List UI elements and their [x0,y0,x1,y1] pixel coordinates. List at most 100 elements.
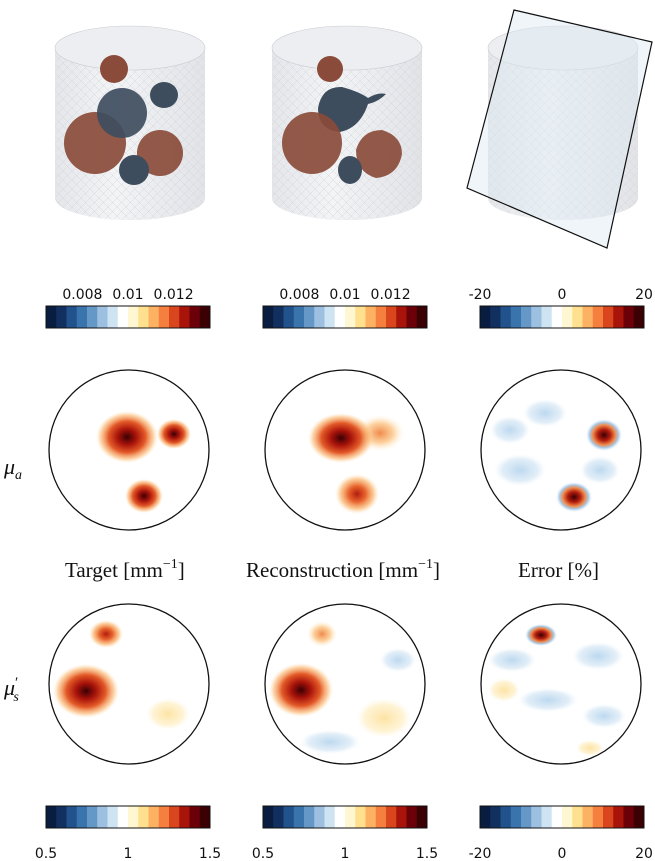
svg-text:Reconstruction [mm−1]: Reconstruction [mm−1] [246,557,440,582]
heat-blob [380,648,416,672]
colorbar-swatch [613,306,624,328]
colorbar-swatch [304,806,315,828]
colorbar-tick-label: 0.012 [371,287,411,303]
colorbar-swatch [199,306,211,328]
colorbar-swatch [531,806,542,828]
colorbar-swatch [263,306,274,328]
colorbar-tick-label: 20 [635,287,653,303]
colorbar-swatch [396,806,407,828]
colorbar-swatch [107,806,119,828]
colorbar-swatch [345,806,356,828]
colorbar-swatch [572,306,583,328]
heat-blob [580,456,620,484]
colorbar-tick-label: -20 [469,287,492,303]
heat-blob [157,419,191,449]
colorbar-tick-label: 0.5 [252,846,274,861]
colorbar-swatch [386,306,397,328]
column-title-error: Error [%] [518,558,599,582]
colorbar-swatch [273,306,284,328]
colorbar-swatch [87,806,98,828]
colorbar-swatch [365,306,377,328]
colorbar-swatch [314,306,325,328]
colorbar-swatch [293,306,305,328]
bottom-colorbars: 0.5 1 1.5 0.5 1 1.5 -20 0 20 [35,805,653,861]
inclusion-blob [150,82,178,108]
colorbar-swatch [117,806,129,828]
colorbar-swatch [107,306,119,328]
colorbar-swatch [334,306,346,328]
row-label-scattering: μ′ s [3,675,19,705]
heat-blob [488,678,520,702]
heat-blob [582,704,626,728]
colorbar-frame [479,305,645,329]
heat-blob [308,413,374,463]
colorbar-swatch [603,306,614,328]
colorbar-swatch [582,806,594,828]
colorbar-tick-label: 1 [124,846,133,861]
colorbar-swatch [87,306,98,328]
colorbar-swatch [500,306,512,328]
colorbar-swatch [562,806,573,828]
heat-blob [356,698,412,738]
colorbar-swatch [334,806,346,828]
colorbar-tick-label: 20 [635,846,653,861]
cylinder-target [54,25,206,220]
colorbar-swatch [56,306,67,328]
heat-blob [96,411,158,463]
column-title-target: Target [mm−1] [65,557,185,582]
colorbar-swatch [613,806,624,828]
colorbar-swatch [521,806,532,828]
colorbar-tick-label: 0 [558,846,567,861]
svg-text:μ′s: μ′ s [3,675,19,705]
inclusion-blob [97,88,147,138]
colorbar-swatch [480,806,491,828]
colorbar-swatch [97,306,108,328]
colorbar-swatch [263,806,274,828]
bottom-colorbar: -20 0 20 [469,805,653,861]
row-label-subscript: s [13,690,19,705]
colorbar-swatch [324,806,336,828]
colorbar-swatch [623,806,635,828]
colorbar-swatch [304,306,315,328]
colorbar-swatch [551,306,563,328]
heat-blob [89,620,123,648]
colorbar-swatch [490,806,501,828]
colorbar-swatch [283,806,295,828]
colorbar-swatch [56,806,67,828]
colorbar-swatch [592,306,604,328]
colorbar-swatch [273,806,284,828]
colorbar-swatch [46,806,57,828]
svg-text:Error [%]: Error [%] [518,558,599,582]
colorbar-frame [45,805,211,829]
heat-blob [490,416,530,444]
colorbar-tick-label: 1.5 [416,846,438,861]
colorbar-frame [262,805,428,829]
colorbar-swatch [592,806,604,828]
colorbar-swatch [396,306,407,328]
colorbar-swatch [562,306,573,328]
inclusion-blob [317,56,343,82]
colorbar-tick-label: 0.008 [62,287,102,303]
colorbar-swatch [66,806,78,828]
map-absorption-error [480,369,642,531]
map-scattering-error [480,603,642,765]
heat-blob [146,698,190,730]
row-label-absorption: μa [3,454,22,483]
colorbar-swatch [500,806,512,828]
cylinder-error-slice [466,9,653,249]
colorbar-swatch [199,806,211,828]
colorbar-swatch [314,806,325,828]
colorbar-swatch [189,806,201,828]
map-scattering-reconstruction [264,603,426,765]
colorbar-swatch [179,306,190,328]
colorbar-swatch [510,806,522,828]
slice-plane [466,9,653,249]
colorbar-frame [45,305,211,329]
colorbar-tick-label: -20 [469,846,492,861]
inclusion-blob [282,112,342,174]
colorbar-swatch [623,306,635,328]
colorbar-swatch [128,806,139,828]
row-label-symbol: μ [3,454,15,479]
colorbar-tick-label: 1.5 [199,846,221,861]
colorbar-swatch [572,806,583,828]
